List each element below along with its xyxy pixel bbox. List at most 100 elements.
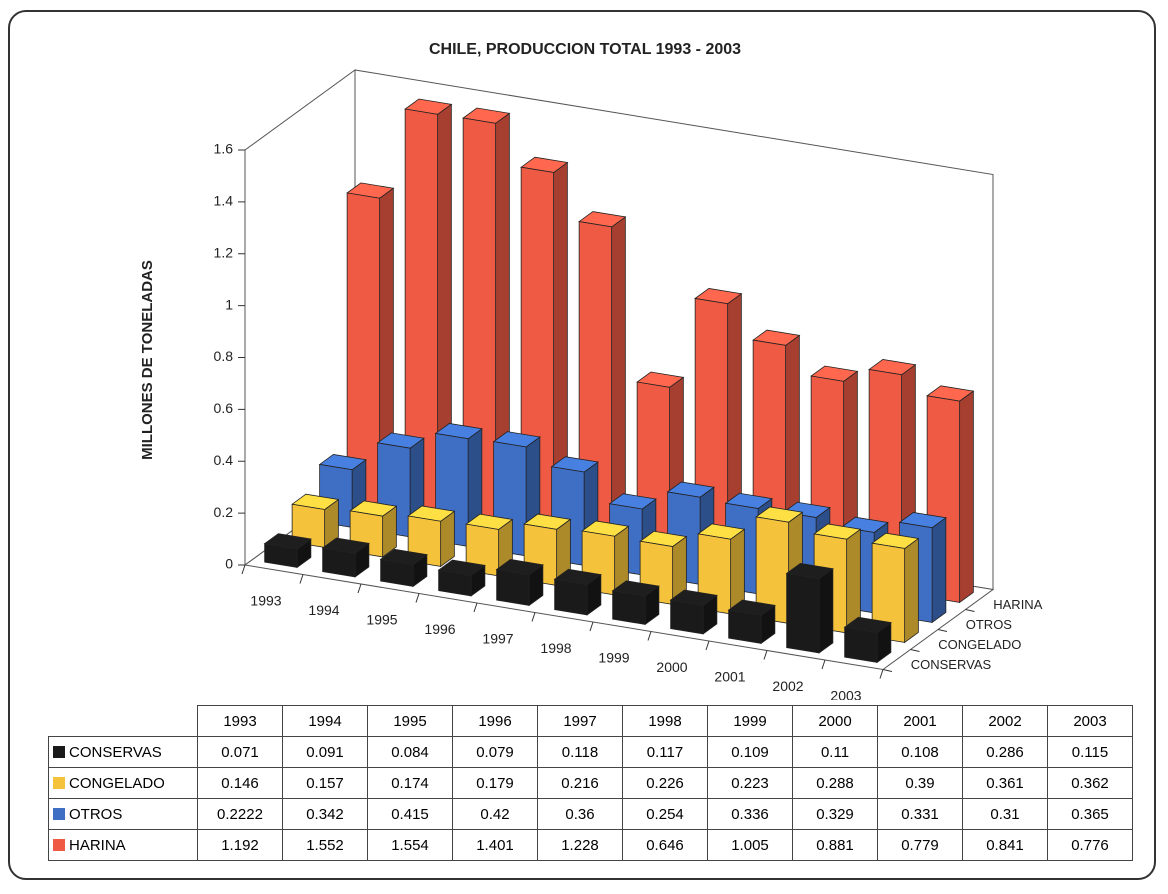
x-tick: [241, 564, 246, 575]
x-tick-label: 1994: [308, 602, 339, 618]
x-tick: [357, 583, 362, 594]
table-value: 0.881: [792, 829, 878, 861]
frame: [8, 10, 1156, 880]
table-value: 0.776: [1047, 829, 1133, 861]
z-tick: [965, 609, 975, 612]
table-value: 0.361: [962, 767, 1048, 799]
table-series-cell: CONSERVAS: [48, 736, 198, 768]
x-tick: [299, 574, 304, 584]
table-header: 1995: [367, 705, 453, 737]
legend-swatch: [53, 838, 65, 851]
x-tick-label: 2002: [772, 678, 803, 694]
table-series-cell: HARINA: [48, 829, 198, 861]
legend-label: HARINA: [69, 836, 126, 854]
legend-swatch: [53, 776, 65, 789]
bar: [728, 609, 762, 644]
table-value: 0.108: [877, 736, 963, 768]
table-value: 1.552: [282, 829, 368, 861]
x-tick: [705, 640, 710, 651]
table-value: 0.117: [622, 736, 708, 768]
table-row: CONSERVAS 0.071 0.091 0.084 0.079 0.118 0.117 0…: [48, 736, 1133, 768]
table-value: 1.005: [707, 829, 793, 861]
bar: [670, 599, 704, 635]
table-header: 2001: [877, 705, 963, 737]
bar: [465, 523, 500, 577]
legend-swatch: [53, 807, 65, 820]
z-tick: [937, 629, 948, 632]
bar-side: [959, 390, 974, 604]
table-value: 0.779: [877, 829, 963, 861]
table-value: 0.646: [622, 829, 708, 861]
bar: [380, 558, 414, 587]
table-header: 1999: [707, 705, 793, 737]
bar-side: [931, 516, 947, 624]
bar: [264, 543, 298, 568]
bar: [612, 590, 646, 625]
table-header: 1997: [537, 705, 623, 737]
y-tick-label: 1: [225, 296, 233, 312]
table-header: 1998: [622, 705, 708, 737]
chart: CHILE, PRODUCCION TOTAL 1993 - 2003 MILL…: [139, 41, 1043, 700]
table-value: 0.286: [962, 736, 1048, 768]
x-tick: [415, 593, 420, 603]
table-header: 2000: [792, 705, 878, 737]
legend-label: CONGELADO: [69, 774, 165, 792]
table-header-row: 1993 1994 1995 1996 1997 1998 1999 2000 2001 2002…: [48, 705, 1133, 737]
table-row: CONGELADO 0.146 0.157 0.174 0.179 0.216 0.226 0…: [48, 767, 1133, 799]
table-value: 0.841: [962, 829, 1048, 861]
table-header: 2003: [1047, 705, 1133, 737]
table-header: 1996: [452, 705, 538, 737]
bar-side: [818, 567, 834, 654]
bar: [755, 516, 790, 624]
x-tick: [589, 621, 594, 632]
table-value: 0.079: [452, 736, 538, 768]
bar: [291, 503, 326, 548]
table-value: 0.336: [707, 798, 793, 830]
table-value: 0.415: [367, 798, 453, 830]
table-series-cell: OTROS: [48, 798, 198, 830]
table-value: 0.115: [1047, 736, 1133, 768]
table-value: 1.401: [452, 829, 538, 861]
table-value: 1.192: [197, 829, 283, 861]
table-value: 0.084: [367, 736, 453, 768]
table-value: 0.071: [197, 736, 283, 768]
table-value: 0.331: [877, 798, 963, 830]
y-tick-label: 1.2: [214, 244, 234, 260]
table-value: 0.362: [1047, 767, 1133, 799]
x-tick-label: 2001: [714, 668, 745, 684]
table-value: 0.223: [707, 767, 793, 799]
table-value: 0.365: [1047, 798, 1133, 830]
x-tick-label: 1999: [598, 649, 629, 665]
table-value: 0.329: [792, 798, 878, 830]
x-tick-label: 1993: [250, 592, 281, 608]
legend-swatch: [53, 745, 65, 758]
legend-label: CONSERVAS: [69, 743, 162, 761]
table-value: 0.216: [537, 767, 623, 799]
table-value: 0.157: [282, 767, 368, 799]
x-tick: [879, 669, 884, 679]
table-series-cell: CONGELADO: [48, 767, 198, 799]
table-value: 0.31: [962, 798, 1048, 830]
x-tick-label: 1998: [540, 640, 571, 656]
legend-label: OTROS: [69, 805, 123, 823]
table-value: 0.091: [282, 736, 368, 768]
y-tick-label: 0: [225, 556, 233, 572]
z-tick-label: CONSERVAS: [911, 657, 992, 672]
table-value: 0.36: [537, 798, 623, 830]
table-row: OTROS 0.2222 0.342 0.415 0.42 0.36 0.254 0.336 0…: [48, 798, 1133, 830]
bar: [322, 547, 356, 578]
table-corner: [48, 705, 198, 737]
table-value: 0.288: [792, 767, 878, 799]
y-tick-label: 0.4: [214, 452, 234, 468]
x-tick: [473, 602, 478, 613]
y-tick-label: 1.6: [214, 141, 234, 157]
y-tick-label: 0.6: [214, 400, 234, 416]
table-value: 0.2222: [197, 798, 283, 830]
bar: [554, 578, 588, 616]
table-value: 0.42: [452, 798, 538, 830]
z-tick: [882, 669, 893, 672]
x-tick-label: 1997: [482, 630, 513, 646]
z-tick-label: HARINA: [993, 597, 1042, 612]
table-value: 0.146: [197, 767, 283, 799]
